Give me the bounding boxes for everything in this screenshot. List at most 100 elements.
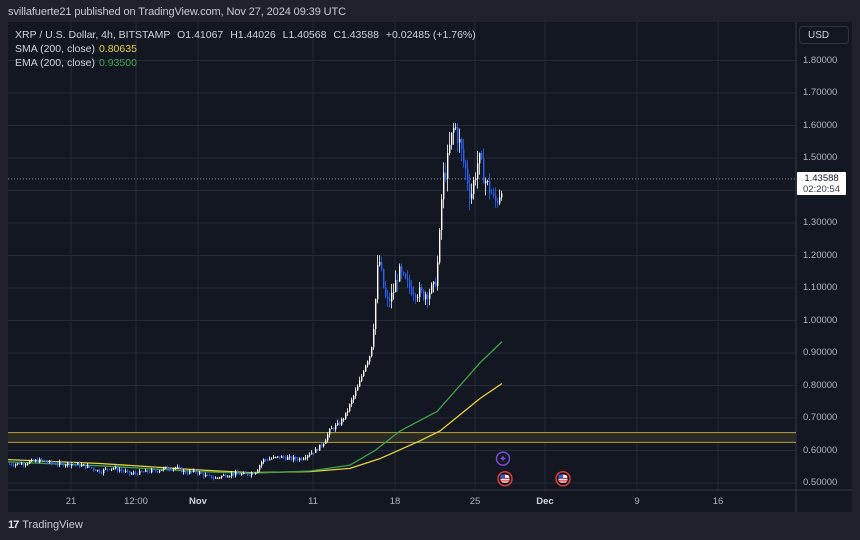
price-tick-label: 1.50000 bbox=[803, 152, 838, 163]
candle-body bbox=[249, 475, 251, 477]
candle-body bbox=[137, 473, 139, 475]
candle-body bbox=[425, 294, 427, 300]
candle-body bbox=[217, 477, 219, 479]
candle-body bbox=[185, 470, 187, 474]
candle-body bbox=[199, 472, 201, 474]
candle-body bbox=[311, 452, 313, 455]
currency-button[interactable]: USD bbox=[799, 26, 849, 44]
candle-body bbox=[99, 469, 101, 473]
ema-value: 0.93500 bbox=[98, 57, 137, 69]
candle-body bbox=[287, 457, 289, 460]
candle-body bbox=[105, 468, 107, 470]
candle-body bbox=[159, 470, 161, 472]
candle-body bbox=[347, 411, 349, 413]
candle-body bbox=[469, 183, 471, 199]
candle-body bbox=[219, 477, 221, 479]
chart-pane[interactable] bbox=[8, 22, 852, 512]
close-value: C1.43588 bbox=[333, 29, 379, 41]
candle-body bbox=[33, 459, 35, 462]
candle-body bbox=[313, 452, 315, 454]
candle-body bbox=[335, 425, 337, 430]
candle-body bbox=[429, 292, 431, 299]
candle-body bbox=[285, 457, 287, 460]
candle-body bbox=[49, 460, 51, 463]
candle-body bbox=[343, 418, 345, 420]
candle-body bbox=[29, 461, 31, 464]
candle-body bbox=[151, 469, 153, 473]
candle-body bbox=[481, 152, 483, 159]
candle-body bbox=[263, 459, 265, 463]
candle-body bbox=[61, 462, 63, 464]
time-tick-label: 18 bbox=[389, 496, 401, 507]
price-tick-label: 1.20000 bbox=[803, 249, 838, 261]
horizontal-zone bbox=[8, 432, 796, 443]
candle-body bbox=[491, 192, 493, 194]
candle-body bbox=[499, 197, 501, 204]
candle-body bbox=[133, 472, 135, 474]
time-tick-label: Dec bbox=[536, 496, 554, 507]
symbol-legend-row[interactable]: XRP / U.S. Dollar, 4h, BITSTAMP O1.41067… bbox=[15, 28, 476, 42]
candle-body bbox=[239, 473, 241, 476]
price-tick-label: 0.60000 bbox=[803, 444, 838, 456]
candle-body bbox=[161, 469, 163, 471]
candle-body bbox=[173, 468, 175, 470]
candle-body bbox=[149, 471, 151, 473]
tradingview-branding[interactable]: 17 TradingView bbox=[8, 519, 83, 531]
candle-body bbox=[501, 193, 503, 198]
time-tick-label: 11 bbox=[308, 496, 318, 507]
candle-body bbox=[391, 292, 393, 302]
candle-body bbox=[41, 458, 43, 461]
candle-body bbox=[465, 161, 467, 169]
candle-body bbox=[341, 418, 343, 425]
candle-body bbox=[209, 474, 211, 476]
candle-body bbox=[393, 292, 395, 294]
candle-body bbox=[383, 268, 385, 288]
candle-body bbox=[171, 469, 173, 471]
candle-body bbox=[307, 455, 309, 458]
candle-body bbox=[399, 266, 401, 282]
candle-body bbox=[363, 371, 365, 376]
candle-body bbox=[129, 470, 131, 474]
candle-body bbox=[117, 467, 119, 471]
candle-body bbox=[455, 127, 457, 129]
candle-body bbox=[365, 365, 367, 372]
candle-body bbox=[319, 444, 321, 451]
candle-body bbox=[65, 464, 67, 466]
low-value: L1.40568 bbox=[282, 29, 327, 41]
candle-body bbox=[127, 470, 129, 472]
candle-body bbox=[447, 152, 449, 179]
candle-body bbox=[467, 168, 469, 184]
candle-body bbox=[493, 193, 495, 196]
candle-body bbox=[21, 463, 23, 465]
ema-legend-row[interactable]: EMA (200, close) 0.93500 bbox=[15, 56, 476, 70]
event-star-icon: ✦ bbox=[499, 454, 507, 465]
candle-body bbox=[457, 127, 459, 143]
candle-body bbox=[371, 347, 373, 357]
last-price-value: 1.43588 bbox=[804, 173, 839, 184]
time-tick-label: Nov bbox=[189, 496, 207, 507]
candle-body bbox=[409, 279, 411, 288]
candle-body bbox=[57, 464, 59, 466]
candle-body bbox=[53, 462, 55, 464]
flag-stripe bbox=[500, 477, 510, 479]
price-tick-label: 0.80000 bbox=[803, 379, 838, 391]
candle-body bbox=[103, 469, 105, 474]
candle-body bbox=[259, 465, 261, 470]
price-tick-label: 1.30000 bbox=[803, 217, 838, 228]
candle-body bbox=[361, 375, 363, 381]
sma-legend-row[interactable]: SMA (200, close) 0.80635 bbox=[15, 42, 476, 56]
candle-body bbox=[277, 456, 279, 458]
candle-body bbox=[251, 472, 253, 476]
candle-body bbox=[233, 473, 235, 476]
candle-body bbox=[75, 464, 77, 466]
symbol-title: XRP / U.S. Dollar, 4h, BITSTAMP bbox=[15, 29, 171, 41]
flag-stripe bbox=[500, 480, 510, 482]
candle-body bbox=[411, 287, 413, 295]
candle-body bbox=[375, 299, 377, 329]
flag-canton bbox=[500, 474, 505, 479]
candle-body bbox=[283, 456, 285, 458]
candle-body bbox=[339, 422, 341, 425]
candle-body bbox=[231, 473, 233, 477]
candle-body bbox=[479, 152, 481, 164]
